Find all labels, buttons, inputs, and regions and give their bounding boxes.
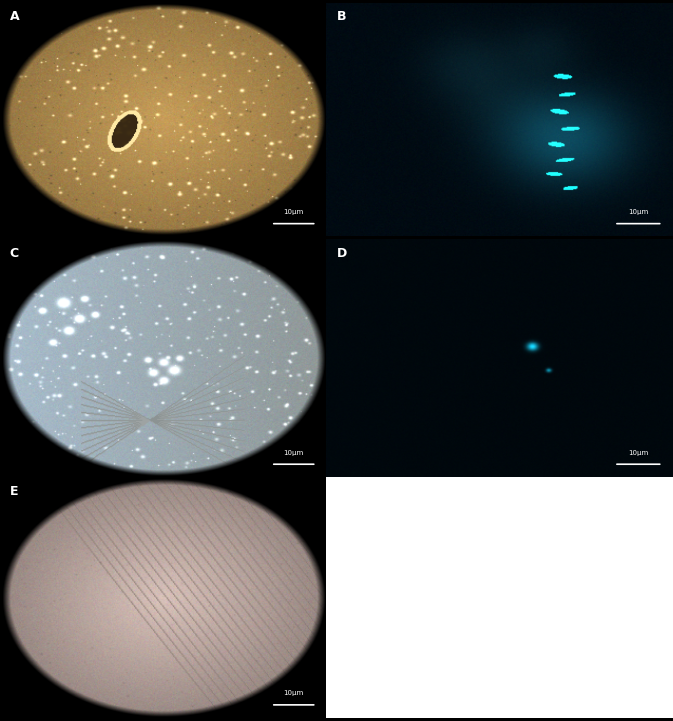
Text: 10μm: 10μm: [283, 691, 304, 696]
Text: 10μm: 10μm: [283, 210, 304, 216]
Text: B: B: [336, 10, 347, 23]
Text: 10μm: 10μm: [628, 210, 649, 216]
Text: 10μm: 10μm: [628, 450, 649, 456]
Text: C: C: [10, 247, 19, 260]
Text: 10μm: 10μm: [283, 450, 304, 456]
Text: A: A: [10, 10, 20, 23]
Text: E: E: [10, 485, 18, 497]
Text: D: D: [336, 247, 347, 260]
